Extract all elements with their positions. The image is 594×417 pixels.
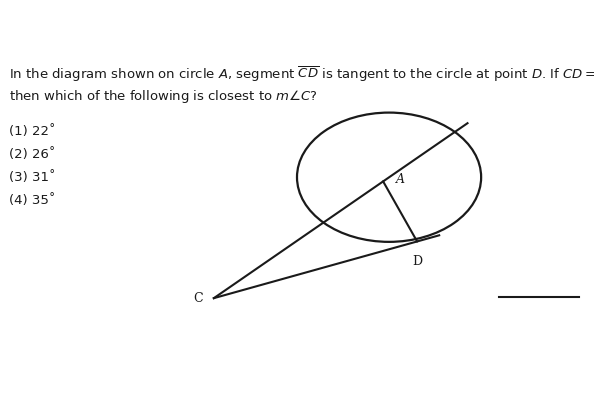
Text: C: C bbox=[194, 291, 203, 305]
Text: A: A bbox=[396, 173, 405, 186]
Text: D: D bbox=[412, 255, 422, 268]
Text: (3) 31˚: (3) 31˚ bbox=[9, 171, 55, 184]
Text: (2) 26˚: (2) 26˚ bbox=[9, 148, 55, 161]
Text: then which of the following is closest to $m\angle C$?: then which of the following is closest t… bbox=[9, 88, 318, 105]
Text: In the diagram shown on circle $A$, segment $\overline{CD}$ is tangent to the ci: In the diagram shown on circle $A$, segm… bbox=[9, 65, 594, 84]
Text: (4) 35˚: (4) 35˚ bbox=[9, 194, 55, 207]
Text: (1) 22˚: (1) 22˚ bbox=[9, 125, 55, 138]
